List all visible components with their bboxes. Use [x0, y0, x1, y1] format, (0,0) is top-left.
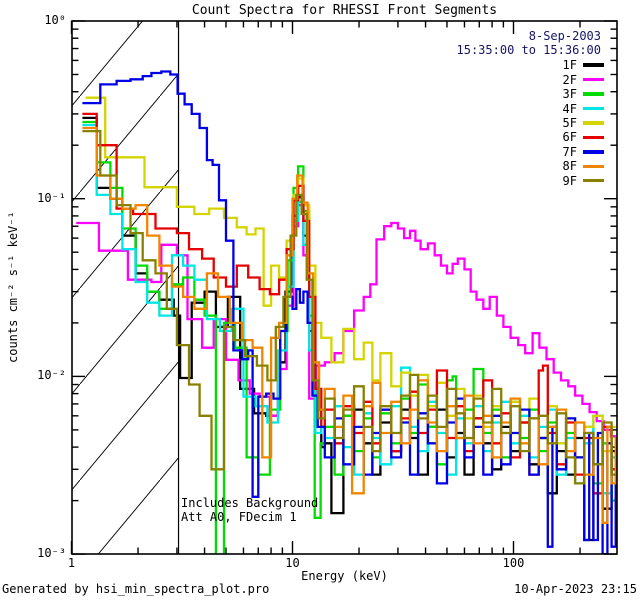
y-tick-label-1: 10⁻¹ — [37, 190, 66, 205]
legend-label: 5F — [562, 115, 577, 130]
legend-label: 2F — [562, 72, 577, 87]
legend-item-5F: 5F — [500, 116, 606, 130]
spectra-curves — [76, 70, 617, 554]
observation-date: 8-Sep-2003 — [528, 29, 601, 43]
legend-label: 9F — [562, 173, 577, 188]
legend-color-swatch — [583, 121, 604, 125]
hatch-attenuated-region — [72, 21, 179, 554]
plot-title: Count Spectra for RHESSI Front Segments — [191, 3, 498, 18]
x-tick-label-0: 1 — [67, 556, 76, 570]
legend-color-swatch — [583, 135, 604, 140]
curve-9F — [82, 129, 617, 485]
y-tick-label-0: 10⁰ — [44, 13, 66, 27]
curve-4F — [82, 123, 617, 495]
annotation-attenuator-state: Att A0, FDecim 1 — [181, 510, 297, 524]
observation-time-range: 15:35:00 to 15:36:00 — [456, 43, 602, 57]
legend-color-swatch — [583, 164, 604, 169]
generated-by-text: Generated by hsi_min_spectra_plot.pro — [2, 582, 270, 596]
legend-item-1F: 1F — [500, 58, 606, 72]
legend-item-2F: 2F — [500, 72, 606, 86]
legend-color-swatch — [583, 106, 604, 111]
legend-item-3F: 3F — [500, 87, 606, 101]
curve-2F — [76, 203, 617, 438]
legend-item-9F: 9F — [500, 174, 606, 188]
legend-label: 4F — [562, 101, 577, 116]
legend-color-swatch — [583, 150, 604, 154]
y-axis-label: counts cm⁻² s⁻¹ keV⁻¹ — [6, 211, 20, 364]
legend-color-swatch — [583, 77, 604, 82]
plot-timestamp: 10-Apr-2023 23:15 — [514, 582, 637, 596]
legend-item-8F: 8F — [500, 159, 606, 173]
annotation-includes-background: Includes Background — [181, 496, 319, 510]
legend-item-4F: 4F — [500, 101, 606, 115]
legend-item-7F: 7F — [500, 145, 606, 159]
legend-label: 7F — [562, 144, 577, 159]
legend-label: 3F — [562, 87, 577, 102]
legend-color-swatch — [583, 63, 604, 67]
legend-label: 8F — [562, 159, 577, 174]
legend-color-swatch — [583, 178, 604, 183]
x-tick-label-2: 100 — [502, 556, 525, 570]
x-axis-label: Energy (keV) — [301, 569, 388, 583]
y-tick-label-2: 10⁻² — [37, 368, 66, 383]
legend-label: 6F — [562, 130, 577, 145]
curve-7F — [82, 70, 617, 554]
x-tick-label-1: 10 — [285, 556, 300, 570]
legend-label: 1F — [562, 58, 577, 73]
legend-color-swatch — [583, 92, 604, 96]
plot-frame — [71, 20, 618, 555]
legend: 1F 2F 3F 4F 5F 6F 7F 8F 9F — [500, 58, 606, 188]
legend-item-6F: 6F — [500, 130, 606, 144]
y-tick-label-3: 10⁻³ — [37, 546, 66, 561]
